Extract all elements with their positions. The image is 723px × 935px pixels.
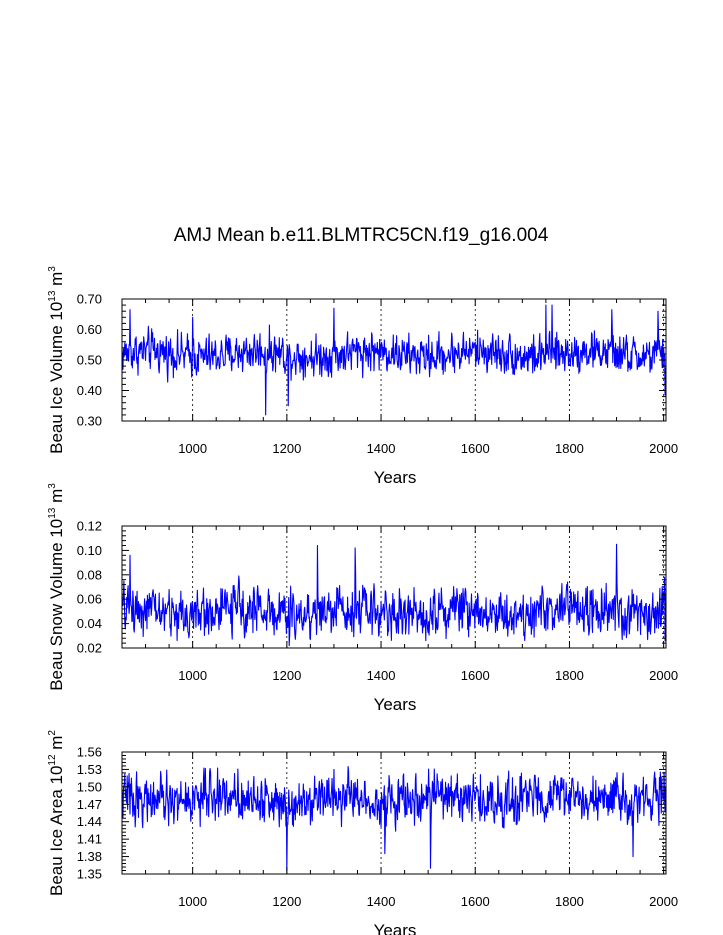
x-tick-label: 1200 (272, 668, 301, 683)
y-tick-label: 0.06 (77, 592, 102, 607)
y-tick-label: 0.02 (77, 641, 102, 656)
chart-title: AMJ Mean b.e11.BLMTRC5CN.f19_g16.004 (174, 225, 549, 246)
panel-1: 1000 1200 1400 1600 1800 2000 0.30 0.40 0.50 0.60… (47, 266, 678, 487)
y-tick-label: 0.04 (77, 616, 102, 631)
x-tick-label: 1200 (272, 441, 301, 456)
x-tick-label: 1000 (178, 668, 207, 683)
x-tick-label: 1200 (272, 894, 301, 909)
x-tick-label: 1600 (461, 441, 490, 456)
data-series-line (121, 543, 667, 647)
x-tick-label: 1000 (178, 894, 207, 909)
y-tick-label: 0.12 (77, 519, 102, 534)
x-tick-label: 1600 (461, 668, 490, 683)
x-tick-label: 1400 (367, 894, 396, 909)
data-series-line (121, 304, 667, 416)
y-tick-label: 1.41 (77, 832, 102, 847)
y-tick-label: 1.53 (77, 762, 102, 777)
y-tick-label: 1.47 (77, 797, 102, 812)
x-axis-label: Years (374, 468, 417, 487)
y-axis-label: Beau Snow Volume 1013 m3 (47, 483, 66, 691)
x-tick-label: 1800 (555, 894, 584, 909)
y-tick-label: 1.35 (77, 867, 102, 882)
x-axis-label: Years (374, 695, 417, 714)
x-tick-label: 1400 (367, 441, 396, 456)
data-series-line (121, 765, 667, 872)
y-tick-label: 0.40 (77, 383, 102, 398)
x-axis-label: Years (374, 921, 417, 935)
plot-frame (121, 525, 667, 649)
y-tick-label: 0.30 (77, 414, 102, 429)
plot-frame (121, 751, 667, 875)
y-tick-label: 1.50 (77, 779, 102, 794)
x-tick-label: 2000 (649, 894, 678, 909)
y-tick-label: 0.70 (77, 292, 102, 307)
x-tick-label: 1800 (555, 668, 584, 683)
y-tick-label: 1.56 (77, 745, 102, 760)
y-axis-label: Beau Ice Volume 1013 m3 (47, 266, 66, 454)
y-tick-label: 0.60 (77, 322, 102, 337)
x-tick-label: 1000 (178, 441, 207, 456)
x-tick-label: 1400 (367, 668, 396, 683)
y-tick-label: 1.38 (77, 849, 102, 864)
y-axis-label: Beau Ice Area 1012 m2 (47, 730, 66, 896)
y-tick-label: 0.10 (77, 543, 102, 558)
x-tick-label: 2000 (649, 668, 678, 683)
panel-3: 1000 1200 1400 1600 1800 2000 1.35 1.38 1.41 1.44… (47, 730, 678, 935)
x-tick-label: 1800 (555, 441, 584, 456)
x-tick-label: 1600 (461, 894, 490, 909)
y-tick-label: 0.50 (77, 353, 102, 368)
y-tick-label: 0.08 (77, 567, 102, 582)
x-tick-label: 2000 (649, 441, 678, 456)
y-tick-label: 1.44 (77, 814, 102, 829)
panel-2: 1000 1200 1400 1600 1800 2000 0.02 0.04 0.06 0.08… (47, 483, 678, 714)
